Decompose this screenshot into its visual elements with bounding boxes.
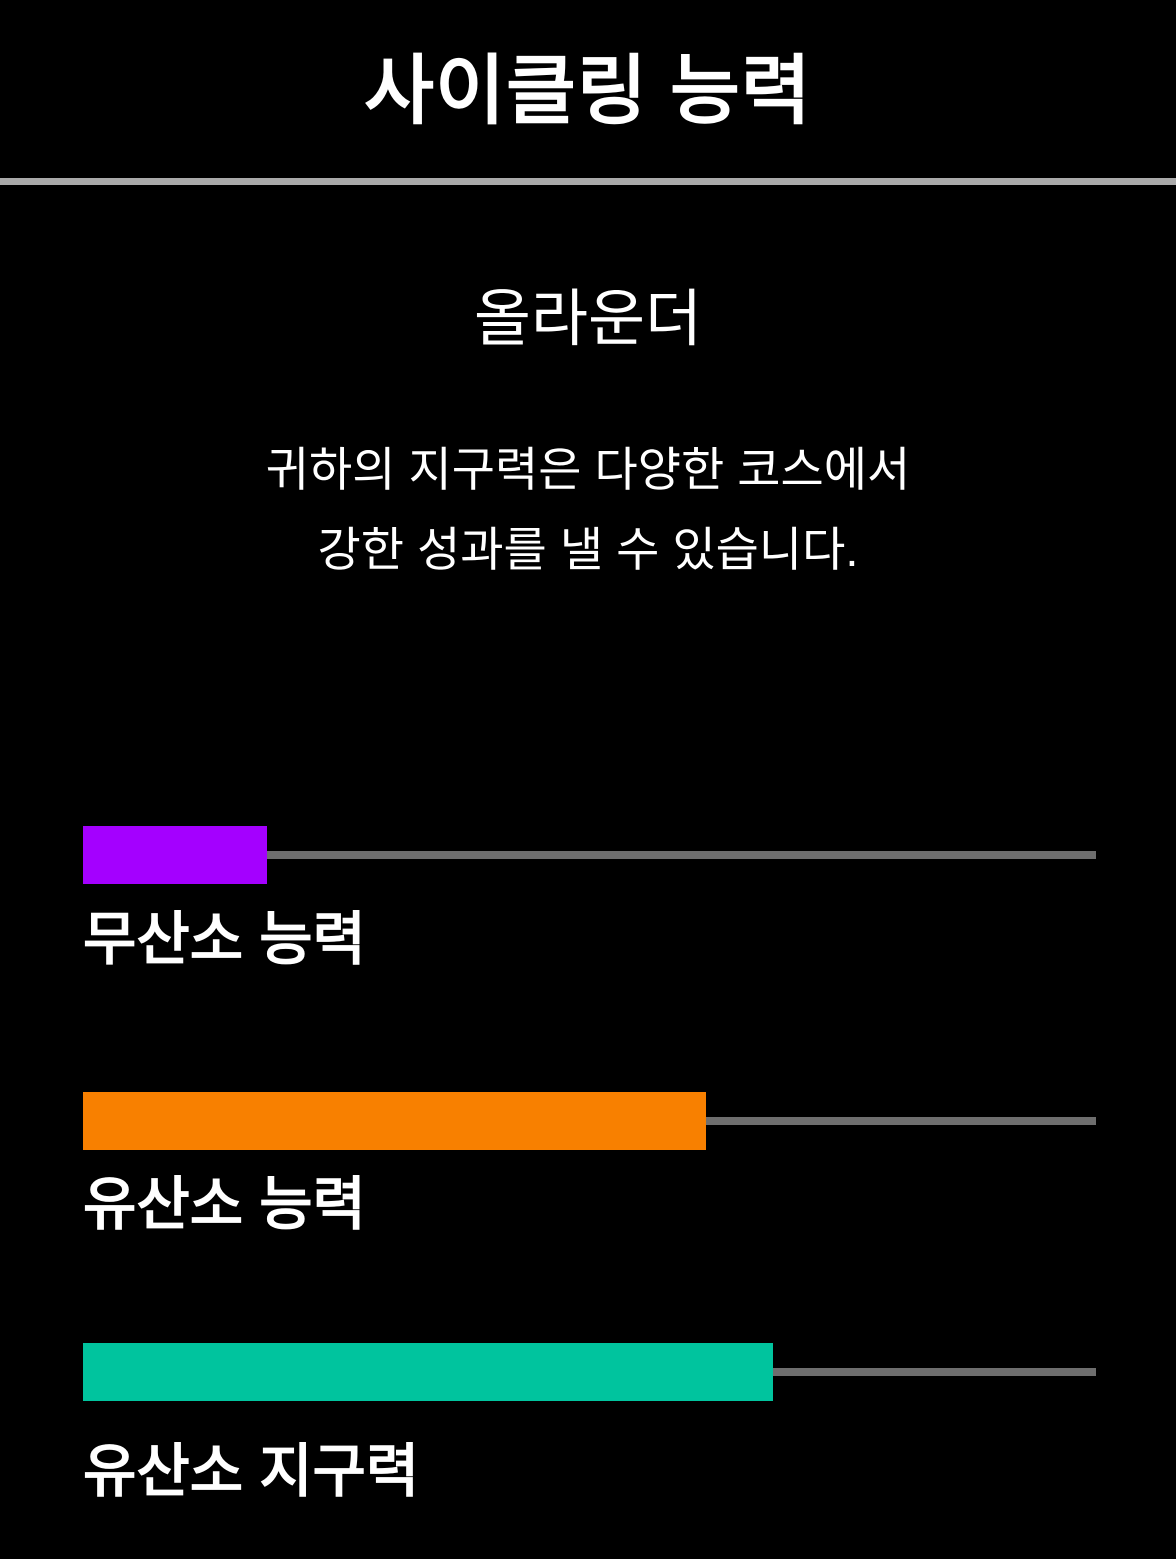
description-line-2: 강한 성과를 낼 수 있습니다.: [317, 523, 859, 576]
header-divider: [0, 178, 1176, 185]
aerobic-endurance-bar-fill: [83, 1343, 773, 1401]
anaerobic-capacity-bar-row: [83, 826, 1096, 884]
aerobic-endurance-bar-group: 유산소 지구력: [83, 1343, 1096, 1507]
aerobic-capacity-bar-row: [83, 1092, 1096, 1150]
aerobic-endurance-bar-row: [83, 1343, 1096, 1401]
anaerobic-capacity-bar-fill: [83, 826, 268, 884]
description-line-1: 귀하의 지구력은 다양한 코스에서: [265, 443, 911, 496]
page-title: 사이클링 능력: [364, 49, 812, 134]
aerobic-endurance-label: 유산소 지구력: [83, 1439, 420, 1504]
rider-type-description: 귀하의 지구력은 다양한 코스에서 강한 성과를 낼 수 있습니다.: [0, 430, 1176, 590]
aerobic-capacity-bar-group: 유산소 능력: [83, 1092, 1096, 1240]
rider-type-heading: 올라운더: [473, 285, 703, 354]
anaerobic-capacity-bar-track: [83, 851, 1096, 859]
aerobic-capacity-bar-fill: [83, 1092, 706, 1150]
aerobic-capacity-label: 유산소 능력: [83, 1172, 366, 1237]
anaerobic-capacity-label: 무산소 능력: [83, 907, 366, 972]
anaerobic-capacity-bar-group: 무산소 능력: [83, 826, 1096, 975]
